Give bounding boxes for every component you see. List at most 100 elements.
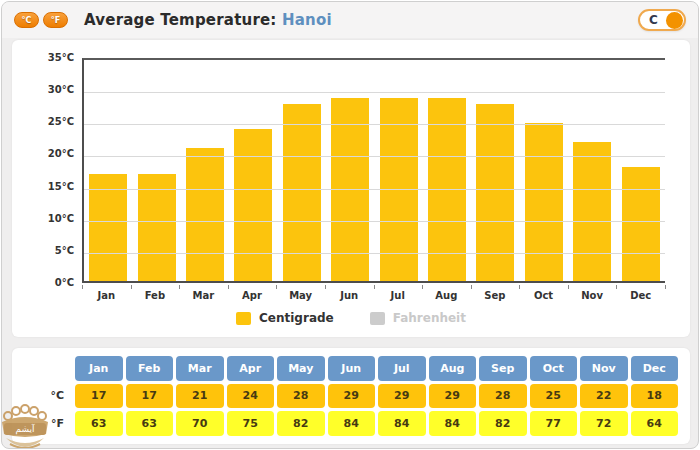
gridline bbox=[84, 221, 665, 222]
month-label: Jun bbox=[330, 290, 368, 301]
bar-chart-plot bbox=[82, 58, 665, 283]
chart-legend: Centigrade Fahrenheit bbox=[12, 311, 690, 325]
fahrenheit-badge-icon[interactable]: °F bbox=[43, 12, 68, 28]
y-tick-label: 0°C bbox=[14, 277, 74, 288]
bar-oct[interactable] bbox=[525, 123, 563, 281]
x-tick bbox=[616, 285, 617, 289]
table-cell-f-oct: 77 bbox=[530, 411, 578, 436]
table-header-apr: Apr bbox=[227, 356, 275, 381]
table-header-feb: Feb bbox=[126, 356, 174, 381]
table-header-may: May bbox=[277, 356, 325, 381]
temperature-table-panel: JanFebMarAprMayJunJulAugSepOctNovDec°C17… bbox=[12, 348, 690, 444]
x-tick bbox=[519, 285, 520, 289]
month-label: Dec bbox=[622, 290, 660, 301]
month-label: Apr bbox=[233, 290, 271, 301]
table-cell-f-jan: 63 bbox=[75, 411, 123, 436]
gridline bbox=[84, 92, 665, 93]
table-header-dec: Dec bbox=[631, 356, 679, 381]
bar-jan[interactable] bbox=[89, 174, 127, 281]
x-tick bbox=[131, 285, 132, 289]
x-tick bbox=[228, 285, 229, 289]
gridline bbox=[84, 189, 665, 190]
x-tick bbox=[471, 285, 472, 289]
y-tick-label: 15°C bbox=[14, 181, 74, 192]
month-label: Jul bbox=[379, 290, 417, 301]
city-name: Hanoi bbox=[282, 11, 332, 29]
month-label: Nov bbox=[573, 290, 611, 301]
bar-apr[interactable] bbox=[234, 129, 272, 281]
table-header-oct: Oct bbox=[530, 356, 578, 381]
month-label: May bbox=[282, 290, 320, 301]
table-cell-f-may: 82 bbox=[277, 411, 325, 436]
bar-mar[interactable] bbox=[186, 148, 224, 281]
table-cell-f-jun: 84 bbox=[328, 411, 376, 436]
table-cell-c-nov: 22 bbox=[580, 384, 628, 409]
x-tick bbox=[179, 285, 180, 289]
gridline bbox=[84, 156, 665, 157]
bar-series bbox=[84, 60, 665, 281]
x-tick bbox=[665, 285, 666, 289]
table-header-nov: Nov bbox=[580, 356, 628, 381]
gridline bbox=[84, 253, 665, 254]
table-corner bbox=[20, 356, 72, 381]
table-cell-c-jun: 29 bbox=[328, 384, 376, 409]
unit-toggle[interactable]: C bbox=[638, 9, 686, 31]
x-tick bbox=[422, 285, 423, 289]
chart-panel: 35°C30°C25°C20°C15°C10°C5°C0°C JanFebMar… bbox=[12, 40, 690, 337]
row-label-celsius: °C bbox=[20, 384, 72, 409]
table-cell-c-oct: 25 bbox=[530, 384, 578, 409]
table-cell-c-sep: 28 bbox=[479, 384, 527, 409]
table-header-jul: Jul bbox=[378, 356, 426, 381]
bar-dec[interactable] bbox=[622, 167, 660, 281]
bar-sep[interactable] bbox=[476, 104, 514, 281]
centigrade-swatch-icon bbox=[236, 312, 251, 325]
month-label: Mar bbox=[184, 290, 222, 301]
celsius-badge-icon[interactable]: °C bbox=[14, 12, 39, 28]
x-tick bbox=[374, 285, 375, 289]
table-cell-f-mar: 70 bbox=[176, 411, 224, 436]
y-tick-label: 35°C bbox=[14, 52, 74, 63]
x-tick bbox=[276, 285, 277, 289]
table-cell-f-jul: 84 bbox=[378, 411, 426, 436]
month-label: Oct bbox=[524, 290, 562, 301]
y-tick-label: 5°C bbox=[14, 245, 74, 256]
legend-fahrenheit[interactable]: Fahrenheit bbox=[393, 311, 466, 325]
table-cell-c-dec: 18 bbox=[631, 384, 679, 409]
y-tick-label: 10°C bbox=[14, 213, 74, 224]
month-label: Sep bbox=[476, 290, 514, 301]
table-cell-f-nov: 72 bbox=[580, 411, 628, 436]
table-cell-f-aug: 84 bbox=[429, 411, 477, 436]
title-text: Average Temperature: bbox=[84, 11, 277, 29]
row-label-fahrenheit: °F bbox=[20, 411, 72, 436]
x-tick bbox=[568, 285, 569, 289]
table-header-jun: Jun bbox=[328, 356, 376, 381]
bar-nov[interactable] bbox=[573, 142, 611, 281]
month-label: Aug bbox=[427, 290, 465, 301]
legend-centigrade[interactable]: Centigrade bbox=[259, 311, 334, 325]
y-tick-label: 20°C bbox=[14, 148, 74, 159]
y-tick-label: 25°C bbox=[14, 116, 74, 127]
table-cell-f-sep: 82 bbox=[479, 411, 527, 436]
table-cell-c-may: 28 bbox=[277, 384, 325, 409]
y-tick-label: 30°C bbox=[14, 84, 74, 95]
page-title: Average Temperature: Hanoi bbox=[84, 11, 332, 29]
header-bar: °C °F Average Temperature: Hanoi C bbox=[2, 2, 698, 38]
temperature-table: JanFebMarAprMayJunJulAugSepOctNovDec°C17… bbox=[20, 356, 678, 436]
weather-widget: °C °F Average Temperature: Hanoi C 35°C 3… bbox=[1, 1, 699, 449]
table-header-aug: Aug bbox=[429, 356, 477, 381]
unit-toggle-knob-icon[interactable] bbox=[666, 12, 683, 29]
table-cell-c-apr: 24 bbox=[227, 384, 275, 409]
table-header-sep: Sep bbox=[479, 356, 527, 381]
table-cell-f-feb: 63 bbox=[126, 411, 174, 436]
fahrenheit-swatch-icon bbox=[370, 312, 385, 325]
month-label: Jan bbox=[87, 290, 125, 301]
table-cell-c-feb: 17 bbox=[126, 384, 174, 409]
x-axis-labels: JanFebMarAprMayJunJulAugSepOctNovDec bbox=[82, 290, 665, 301]
gridline bbox=[84, 124, 665, 125]
bar-may[interactable] bbox=[283, 104, 321, 281]
table-cell-c-jul: 29 bbox=[378, 384, 426, 409]
bar-feb[interactable] bbox=[138, 174, 176, 281]
x-tick bbox=[82, 285, 83, 289]
x-tick bbox=[325, 285, 326, 289]
table-cell-c-aug: 29 bbox=[429, 384, 477, 409]
